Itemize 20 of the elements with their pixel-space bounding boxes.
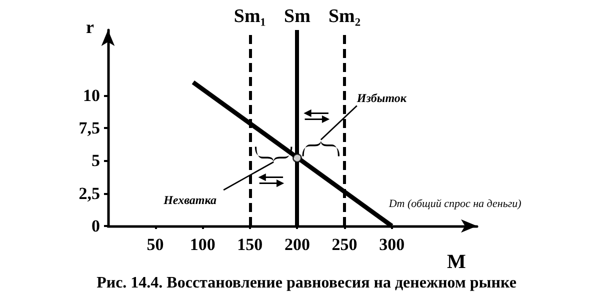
x-axis-title: M xyxy=(447,251,466,273)
y-tick-label: 10 xyxy=(83,86,100,105)
y-tick-label: 0 xyxy=(92,216,100,236)
x-tick-label: 50 xyxy=(146,235,164,254)
ref-line-label: Sm₁ xyxy=(234,6,266,27)
annotation: Нехватка xyxy=(162,192,216,207)
x-tick-label: 300 xyxy=(379,235,405,254)
x-tick-label: 250 xyxy=(332,235,358,254)
y-axis-title: r xyxy=(86,17,94,37)
annotation: Избыток xyxy=(356,90,408,105)
ref-line-label: Sm₂ xyxy=(328,6,361,27)
series-label: Dm (общий спрос на деньги) xyxy=(388,198,522,210)
y-tick-label: 2,5 xyxy=(78,184,100,203)
text: Рис. 14.4. Восстановление равновесия на денежном рынке xyxy=(96,274,516,292)
ref-line-label: Sm xyxy=(284,6,311,27)
x-tick-label: 150 xyxy=(237,235,263,254)
x-tick-label: 100 xyxy=(190,235,216,254)
y-tick-label: 7,5 xyxy=(78,118,100,138)
y-tick-label: 5 xyxy=(92,151,100,170)
x-tick-label: 200 xyxy=(284,235,310,254)
